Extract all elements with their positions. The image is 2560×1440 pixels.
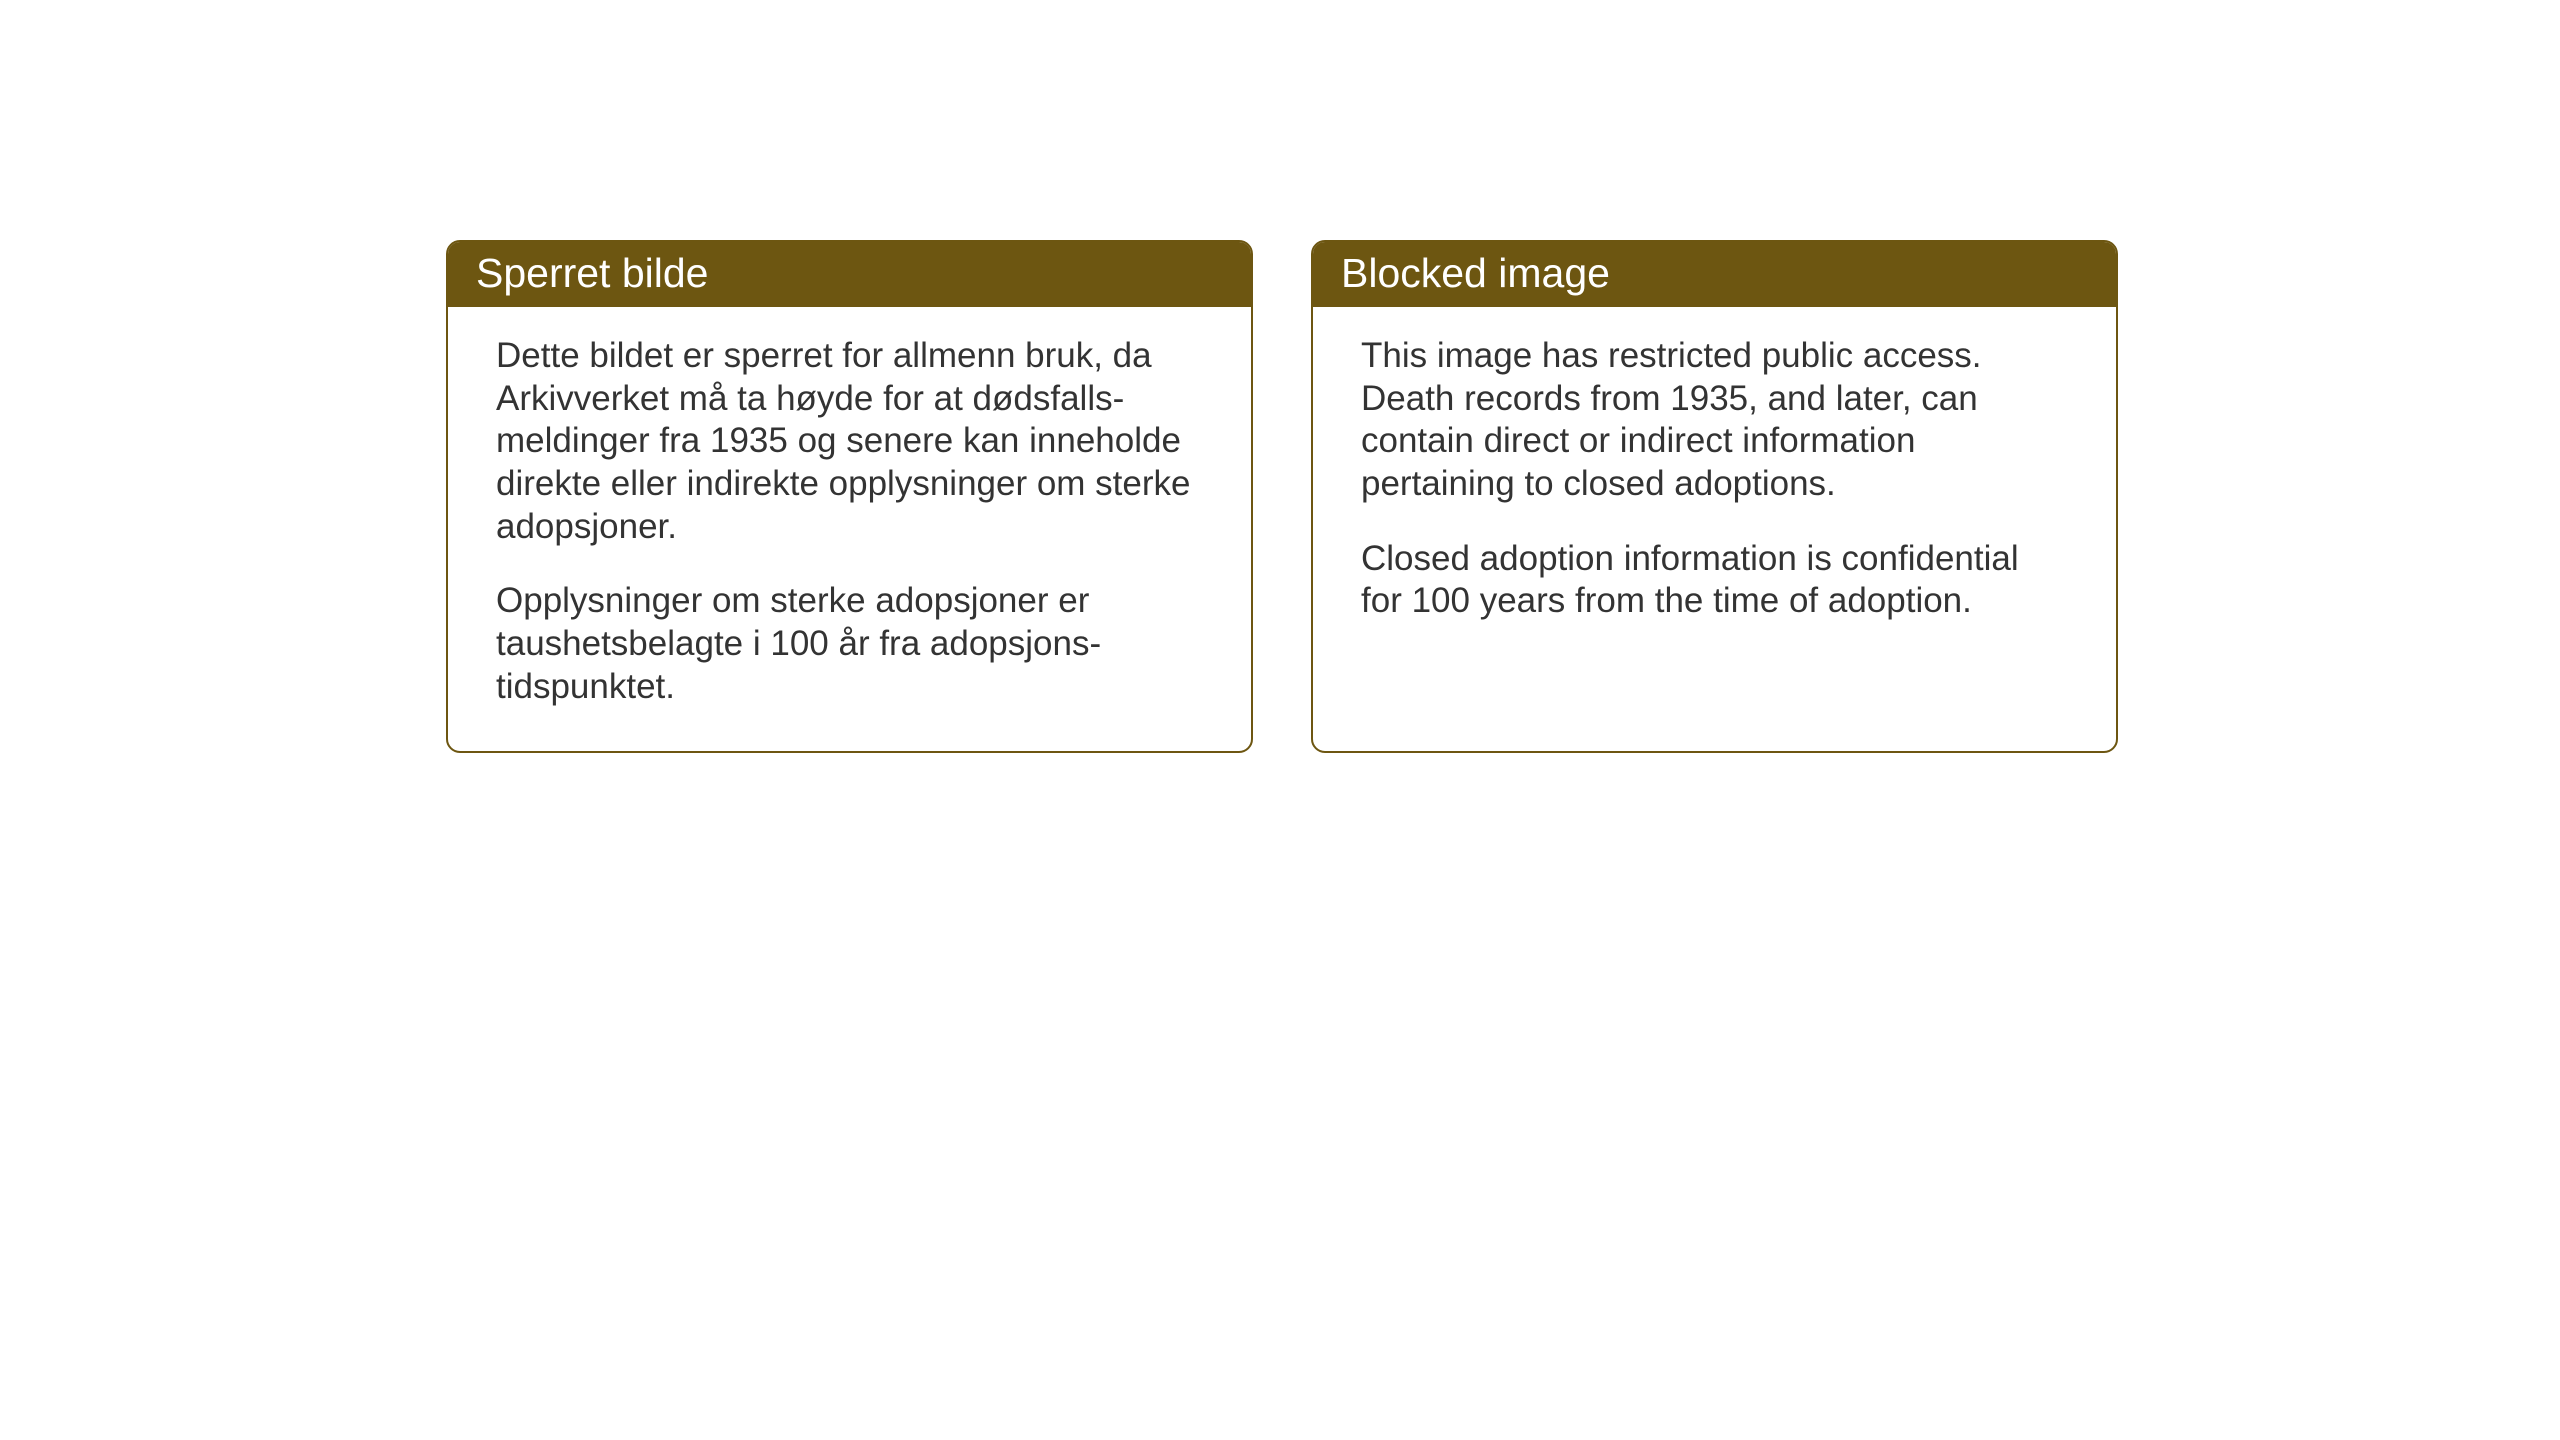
notice-card-norwegian: Sperret bilde Dette bildet er sperret fo…	[446, 240, 1253, 753]
card-paragraph: Dette bildet er sperret for allmenn bruk…	[496, 335, 1203, 548]
notice-card-english: Blocked image This image has restricted …	[1311, 240, 2118, 753]
card-header-norwegian: Sperret bilde	[448, 242, 1251, 307]
notice-container: Sperret bilde Dette bildet er sperret fo…	[446, 240, 2118, 753]
card-paragraph: Closed adoption information is confident…	[1361, 538, 2068, 623]
card-title: Sperret bilde	[476, 250, 708, 296]
card-header-english: Blocked image	[1313, 242, 2116, 307]
card-body-english: This image has restricted public access.…	[1313, 307, 2116, 665]
card-paragraph: This image has restricted public access.…	[1361, 335, 2068, 506]
card-body-norwegian: Dette bildet er sperret for allmenn bruk…	[448, 307, 1251, 751]
card-title: Blocked image	[1341, 250, 1610, 296]
card-paragraph: Opplysninger om sterke adopsjoner er tau…	[496, 580, 1203, 708]
